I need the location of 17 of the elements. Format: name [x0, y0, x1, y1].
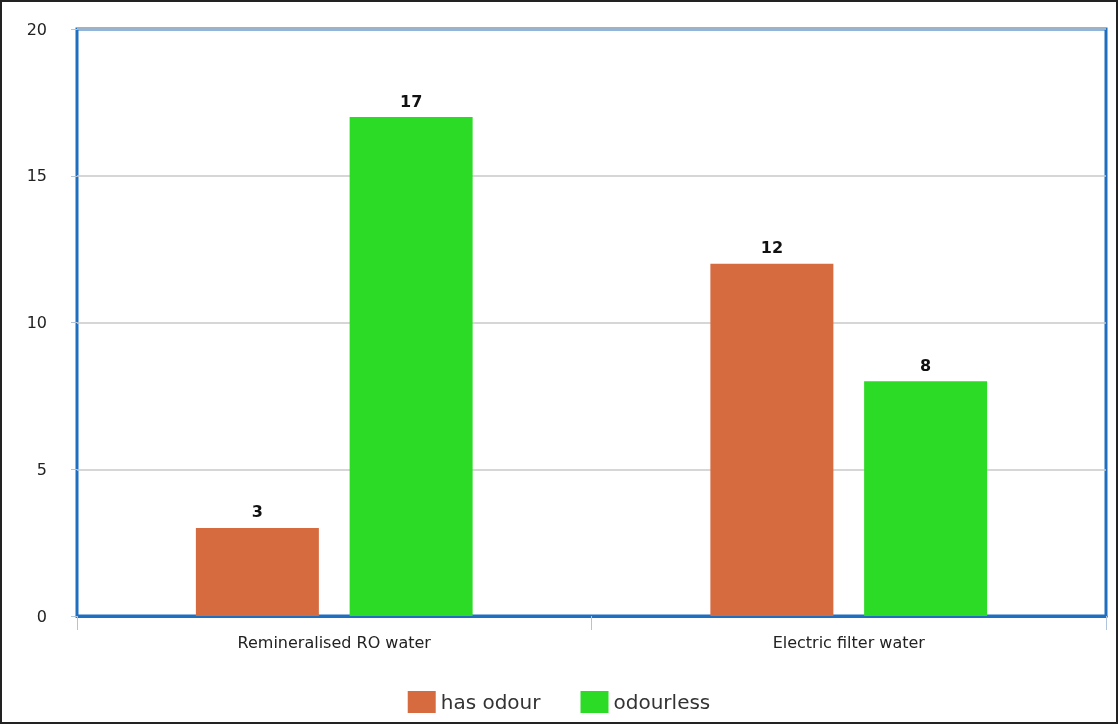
bar	[710, 263, 834, 616]
legend-label: has odour	[440, 690, 542, 714]
data-label: 17	[399, 91, 423, 111]
x-tick-label: Electric filter water	[772, 632, 926, 652]
y-tick-label: 20	[26, 19, 47, 39]
bar	[349, 117, 473, 616]
data-label: 8	[920, 355, 932, 375]
data-label: 3	[251, 502, 263, 522]
y-tick-label: 0	[36, 606, 47, 626]
y-tick-label: 5	[36, 459, 47, 479]
legend-label: odourless	[613, 690, 711, 714]
data-label: 12	[760, 238, 784, 258]
bar	[195, 527, 319, 616]
y-tick-label: 10	[26, 313, 47, 332]
x-tick-label: Remineralised RO water	[237, 632, 432, 652]
bar	[864, 381, 988, 616]
y-tick-label: 15	[26, 166, 47, 186]
